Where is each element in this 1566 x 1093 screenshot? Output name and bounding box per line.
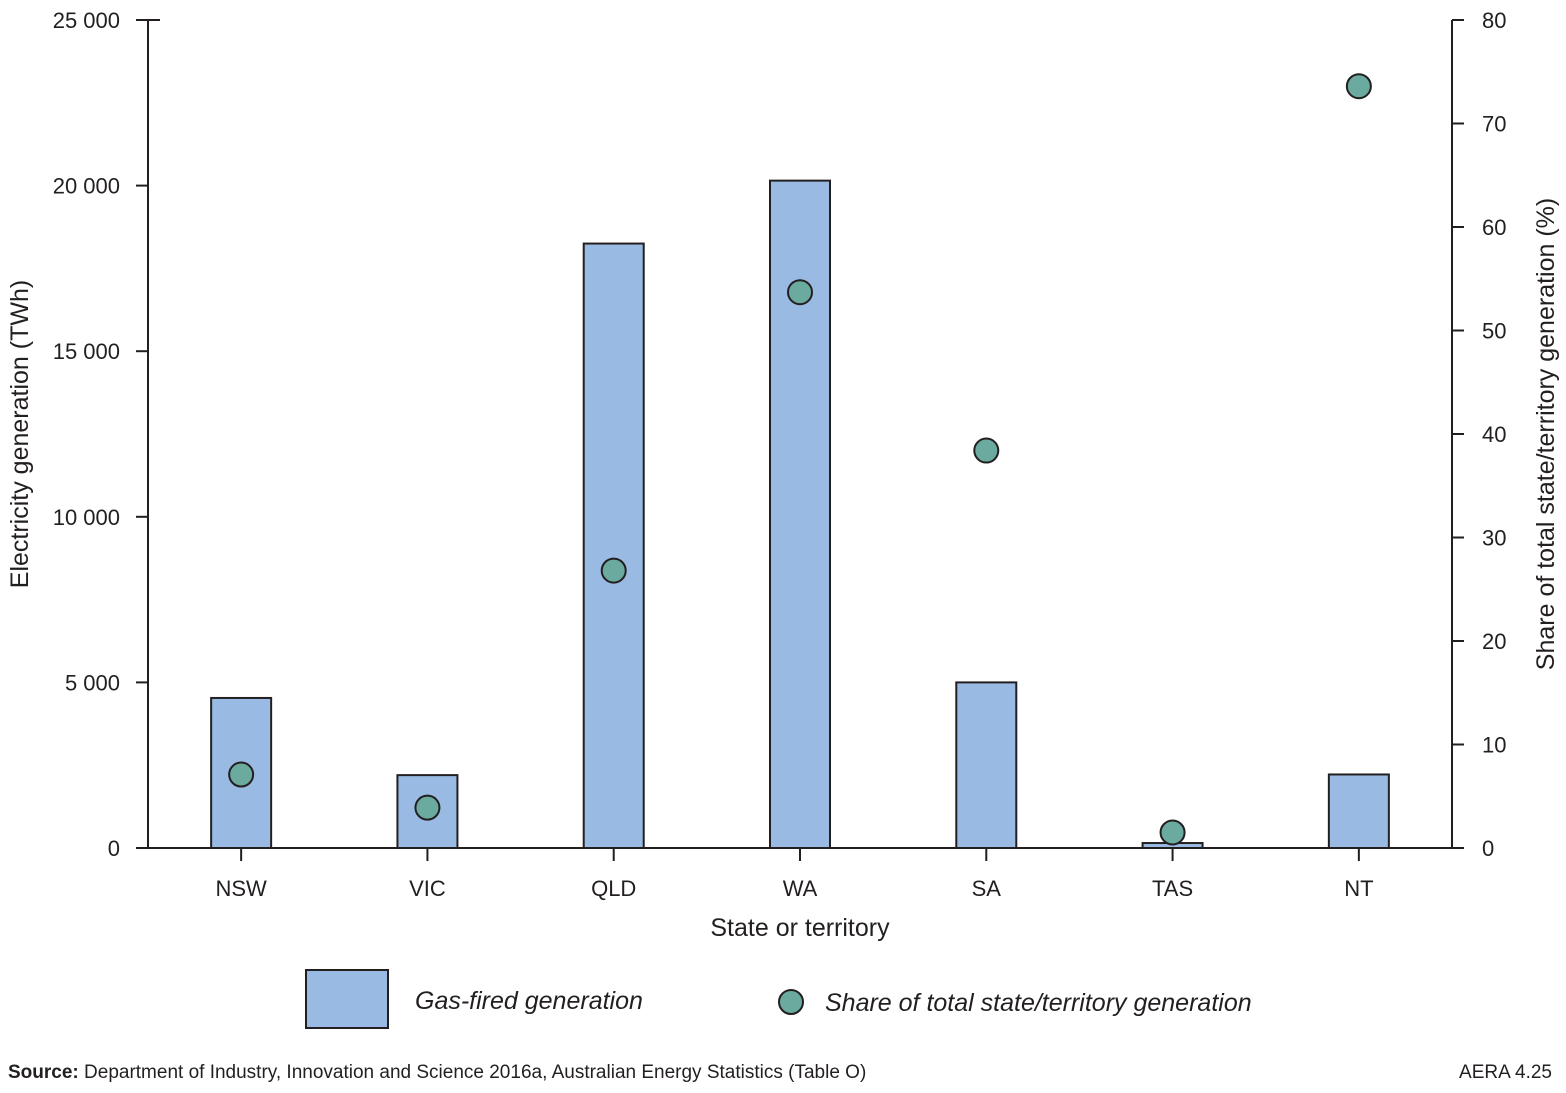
left-tick-label: 25 000 bbox=[53, 8, 120, 33]
share-points bbox=[228, 73, 1372, 846]
legend-point-swatch bbox=[778, 989, 804, 1015]
left-tick-label: 0 bbox=[108, 836, 120, 861]
bar-qld bbox=[582, 242, 645, 849]
right-tick-label: 70 bbox=[1482, 112, 1506, 137]
y-axis-title: Electricity generation (TWh) bbox=[6, 280, 34, 588]
left-tick-label: 15 000 bbox=[53, 339, 120, 364]
x-tick-label: TAS bbox=[1152, 876, 1193, 901]
bar-nt bbox=[1327, 773, 1390, 849]
right-tick-label: 30 bbox=[1482, 526, 1506, 551]
bars bbox=[210, 179, 1390, 850]
x-axis-title: State or territory bbox=[710, 914, 890, 942]
right-tick-label: 60 bbox=[1482, 215, 1506, 240]
right-tick-label: 10 bbox=[1482, 733, 1506, 758]
point-sa bbox=[973, 437, 1000, 464]
legend-bar-label: Gas-fired generation bbox=[415, 987, 643, 1015]
right-tick-label: 80 bbox=[1482, 8, 1506, 33]
left-axis-ticks: 0 5 000 10 000 15 000 20 000 25 000 bbox=[53, 8, 148, 861]
point-vic bbox=[414, 794, 441, 821]
right-tick-label: 40 bbox=[1482, 422, 1506, 447]
chart: 0 5 000 10 000 15 000 20 000 25 000 0 10 20 30 40… bbox=[6, 8, 1560, 1029]
right-tick-label: 50 bbox=[1482, 319, 1506, 344]
left-tick-label: 5 000 bbox=[65, 670, 120, 695]
right-tick-label: 0 bbox=[1482, 836, 1494, 861]
point-qld bbox=[600, 557, 627, 584]
x-tick-label: WA bbox=[783, 876, 818, 901]
source-label: Source: bbox=[8, 1062, 79, 1083]
point-nt bbox=[1345, 73, 1372, 100]
x-tick-label: SA bbox=[972, 876, 1002, 901]
x-tick-label: VIC bbox=[409, 876, 446, 901]
right-tick-label: 20 bbox=[1482, 629, 1506, 654]
legend-bar-swatch bbox=[305, 969, 389, 1029]
point-wa bbox=[787, 279, 813, 306]
x-axis-ticks: NSW VIC QLD WA SA TAS NT bbox=[215, 848, 1374, 901]
x-tick-label: QLD bbox=[591, 876, 636, 901]
y2-axis-title: Share of total state/territory generatio… bbox=[1532, 198, 1560, 670]
figure-id: AERA 4.25 bbox=[1459, 1062, 1552, 1083]
bar-sa bbox=[955, 681, 1018, 850]
source-text: Department of Industry, Innovation and S… bbox=[78, 1062, 867, 1083]
legend: Gas-fired generation Share of total stat… bbox=[305, 969, 1252, 1029]
left-tick-label: 20 000 bbox=[53, 174, 120, 199]
x-tick-label: NSW bbox=[215, 876, 267, 901]
legend-point-label: Share of total state/territory generatio… bbox=[825, 989, 1252, 1017]
x-tick-label: NT bbox=[1344, 876, 1373, 901]
source-note: Source: Department of Industry, Innovati… bbox=[8, 1062, 866, 1084]
point-tas bbox=[1159, 819, 1186, 846]
right-axis-ticks: 0 10 20 30 40 50 60 70 80 bbox=[1452, 8, 1506, 861]
point-nsw bbox=[228, 761, 255, 788]
left-tick-label: 10 000 bbox=[53, 505, 120, 530]
